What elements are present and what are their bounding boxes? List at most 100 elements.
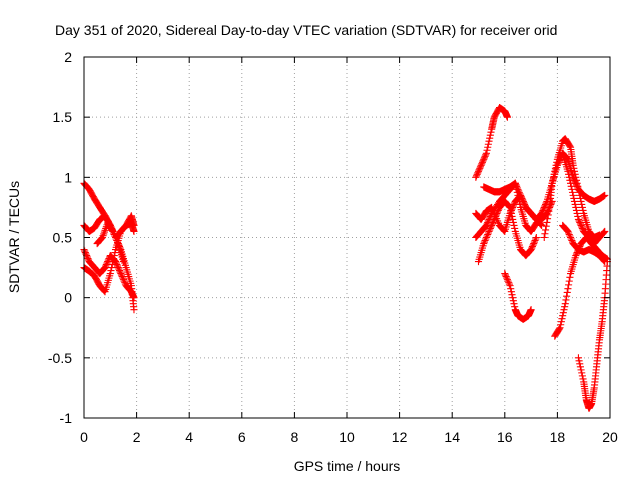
data-point xyxy=(544,211,552,219)
data-point xyxy=(538,221,546,230)
data-point xyxy=(567,182,575,190)
data-point xyxy=(509,215,517,223)
x-tick-label: 16 xyxy=(497,429,513,445)
data-point xyxy=(560,306,568,314)
data-point xyxy=(578,203,586,211)
data-point xyxy=(542,222,550,230)
data-point xyxy=(579,375,587,383)
data-point xyxy=(576,363,584,371)
data-point xyxy=(577,366,585,374)
data-point xyxy=(509,294,517,302)
data-point xyxy=(483,146,491,154)
data-point xyxy=(507,285,515,293)
data-point xyxy=(558,315,566,323)
series-arc-4 xyxy=(80,245,138,302)
data-point xyxy=(486,134,494,142)
data-point xyxy=(509,218,517,227)
data-point xyxy=(562,296,570,304)
data-point xyxy=(98,234,106,242)
data-point xyxy=(566,142,574,150)
data-point xyxy=(557,318,565,326)
data-point xyxy=(572,173,580,181)
y-axis-label: SDTVAR / TECUs xyxy=(6,181,22,293)
data-point xyxy=(487,128,495,136)
series-arc-15 xyxy=(574,258,611,412)
data-point xyxy=(484,143,492,151)
data-point xyxy=(570,197,579,205)
data-point xyxy=(565,173,573,181)
data-point xyxy=(486,131,494,139)
chart-title: Day 351 of 2020, Sidereal Day-to-day VTE… xyxy=(55,22,557,38)
data-point xyxy=(108,264,116,272)
data-point xyxy=(503,113,511,121)
data-point xyxy=(566,176,574,184)
data-point xyxy=(130,306,138,314)
data-point xyxy=(572,206,581,214)
ticks-layer: 0 2 4 6 8 10 12 14 16 18 20 -1 -0.5 0 0.5 1 1.5 2 xyxy=(48,49,618,445)
x-tick-label: 10 xyxy=(339,429,355,445)
data-point xyxy=(506,203,514,211)
data-point xyxy=(576,360,584,368)
data-point xyxy=(600,257,608,265)
data-point xyxy=(482,149,490,157)
data-point xyxy=(569,191,577,199)
data-point xyxy=(563,288,571,296)
data-point xyxy=(570,167,579,175)
data-point xyxy=(548,179,556,187)
data-point xyxy=(543,215,552,223)
data-point xyxy=(570,164,578,172)
data-point xyxy=(576,191,584,199)
data-point xyxy=(574,212,582,220)
data-point xyxy=(578,369,586,377)
x-tick-label: 0 xyxy=(80,429,88,445)
data-point xyxy=(579,206,587,214)
data-point xyxy=(541,230,549,238)
y-tick-label: 0.5 xyxy=(53,230,73,246)
data-point xyxy=(556,324,564,332)
data-point xyxy=(508,212,516,220)
data-point xyxy=(108,226,116,234)
data-point xyxy=(507,288,515,296)
data-point xyxy=(566,273,574,281)
data-point xyxy=(549,173,558,181)
data-point xyxy=(574,182,582,190)
data-point xyxy=(578,372,586,380)
data-point xyxy=(574,354,582,362)
data-point xyxy=(540,233,548,242)
data-points-layer xyxy=(80,103,611,412)
data-point xyxy=(559,309,567,317)
series-arc-16 xyxy=(559,149,609,248)
data-point xyxy=(111,248,119,257)
y-tick-label: 1.5 xyxy=(53,109,73,125)
data-point xyxy=(510,300,518,308)
data-point xyxy=(551,164,559,172)
x-tick-label: 18 xyxy=(550,429,566,445)
data-point xyxy=(506,282,514,290)
data-point xyxy=(568,188,577,196)
data-point xyxy=(511,303,519,311)
data-point xyxy=(578,200,586,208)
data-point xyxy=(527,306,535,314)
x-tick-label: 14 xyxy=(444,429,460,445)
data-point xyxy=(567,179,575,187)
data-point xyxy=(537,221,545,229)
data-point xyxy=(601,227,609,236)
data-point xyxy=(601,191,609,199)
data-point xyxy=(563,292,571,300)
series-arc-6 xyxy=(472,103,511,181)
data-point xyxy=(119,258,127,266)
data-point xyxy=(565,277,573,285)
data-point xyxy=(130,294,138,302)
data-point xyxy=(484,140,492,148)
series-arc-5 xyxy=(93,219,127,266)
data-point xyxy=(575,357,583,365)
data-point xyxy=(552,161,560,169)
data-point xyxy=(508,291,516,299)
data-point xyxy=(570,194,578,202)
data-point xyxy=(511,224,519,233)
data-point xyxy=(565,281,573,289)
series-arc-11 xyxy=(501,270,535,323)
series-arc-9 xyxy=(474,197,540,266)
y-tick-label: 0 xyxy=(64,290,72,306)
